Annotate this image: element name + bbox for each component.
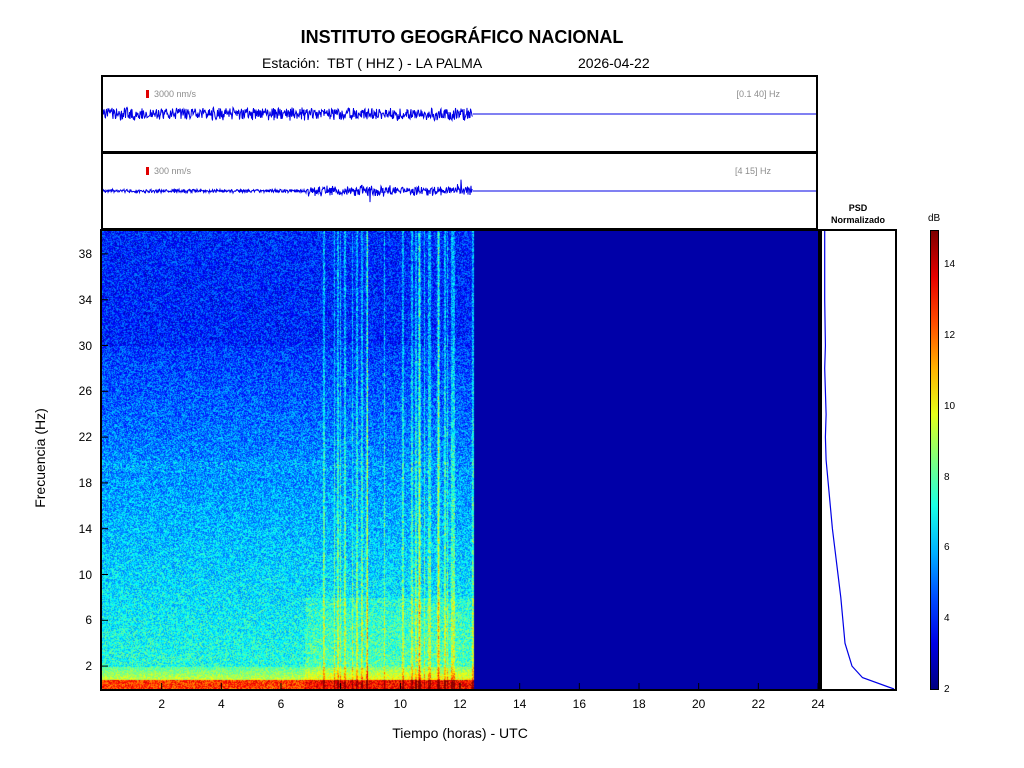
- amplitude-label: 3000 nm/s: [154, 89, 197, 99]
- x-tick-label: 6: [277, 697, 285, 711]
- colorbar-tick-label: 12: [944, 330, 956, 342]
- colorbar-tick-label: 4: [944, 613, 950, 625]
- y-tick-label: 10: [78, 567, 92, 582]
- psd-subtitle: Normalizado: [830, 215, 885, 225]
- x-tick-label: 18: [632, 697, 646, 711]
- x-tick-label: 8: [337, 697, 344, 711]
- psd-panel: [820, 229, 897, 691]
- date-label: 2026-04-22: [578, 55, 650, 71]
- x-tick-label: 16: [572, 697, 586, 711]
- colorbar: [930, 230, 939, 690]
- y-tick-label: 2: [85, 659, 92, 674]
- waveform-path: [103, 179, 473, 203]
- colorbar-tick-label: 10: [944, 400, 956, 412]
- amplitude-scale-bar: [146, 167, 149, 175]
- y-tick-label: 38: [78, 246, 92, 261]
- y-tick-label: 14: [78, 521, 92, 536]
- spectrogram-canvas: [102, 231, 818, 689]
- psd-title: PSD: [848, 203, 868, 213]
- x-tick-label: 22: [751, 697, 765, 711]
- page-title: INSTITUTO GEOGRÁFICO NACIONAL: [300, 27, 624, 47]
- colorbar-tick-label: 6: [944, 542, 950, 554]
- amplitude-label: 300 nm/s: [154, 166, 192, 176]
- colorbar-tick-label: 2: [944, 684, 950, 695]
- psd-line: [824, 231, 895, 690]
- x-tick-label: 12: [453, 697, 467, 711]
- colorbar-unit: dB: [928, 213, 941, 224]
- broadband-trace-panel: 3000 nm/s [0.1 40] Hz: [101, 75, 818, 153]
- band-label: [4 15] Hz: [734, 166, 771, 176]
- amplitude-scale-bar: [146, 90, 149, 98]
- waveform-path: [103, 106, 473, 123]
- x-tick-label: 14: [512, 697, 527, 711]
- x-tick-label: 2: [158, 697, 165, 711]
- y-axis-label: Frecuencia (Hz): [32, 408, 48, 508]
- y-tick-label: 30: [78, 338, 92, 353]
- x-tick-label: 4: [217, 697, 225, 711]
- station-label: Estación: TBT ( HHZ ) - LA PALMA: [262, 55, 483, 71]
- broadband-waveform: [103, 106, 816, 123]
- x-tick-label: 10: [393, 697, 407, 711]
- y-tick-label: 18: [78, 475, 92, 490]
- spectrogram-plot: [100, 229, 820, 691]
- y-tick-label: 26: [78, 384, 92, 399]
- y-tick-label: 34: [78, 292, 92, 307]
- y-tick-label: 6: [85, 613, 92, 628]
- psd-curve: [824, 231, 895, 690]
- y-tick-label: 22: [78, 430, 92, 445]
- x-tick-label: 20: [691, 697, 706, 711]
- band-label: [0.1 40] Hz: [736, 89, 780, 99]
- filtered-waveform: [103, 179, 816, 203]
- x-axis-label: Tiempo (horas) - UTC: [392, 725, 528, 741]
- x-tick-label: 24: [811, 697, 825, 711]
- filtered-trace-panel: 300 nm/s [4 15] Hz: [101, 152, 818, 230]
- colorbar-tick-label: 14: [944, 259, 956, 271]
- colorbar-tick-label: 8: [944, 471, 950, 483]
